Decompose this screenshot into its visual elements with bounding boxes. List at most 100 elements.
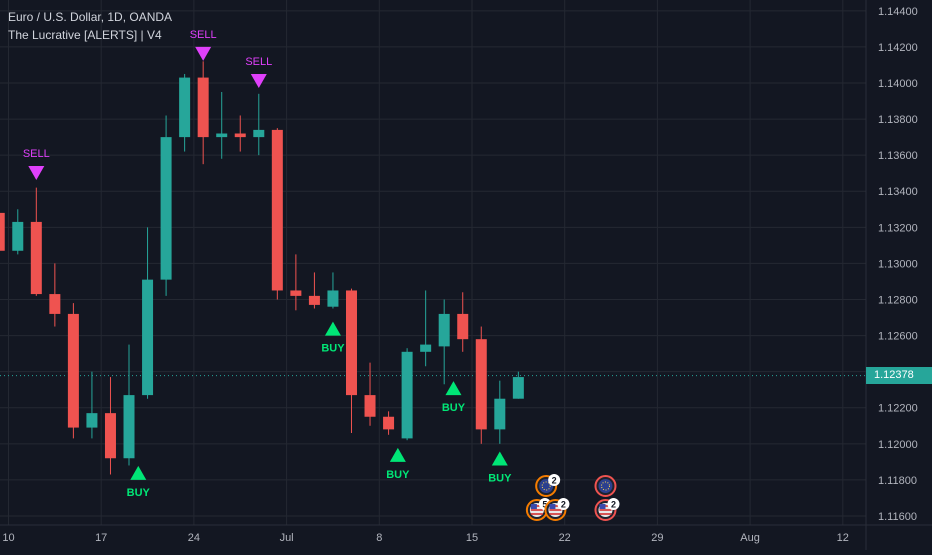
candle-body	[494, 398, 506, 430]
x-tick-label: 8	[376, 532, 382, 544]
candle-body	[0, 212, 5, 251]
us-stripe	[530, 509, 543, 511]
eu-flag-icon	[598, 479, 613, 493]
candle-down	[30, 187, 42, 296]
candle-body	[420, 344, 432, 352]
candle-body	[216, 133, 228, 138]
buy-signal: BUY	[386, 447, 410, 481]
candle-up	[179, 73, 191, 152]
event-marker[interactable]	[594, 475, 617, 497]
us-canton	[599, 504, 606, 509]
buy-arrow-icon	[130, 465, 147, 480]
event-badge-count: 5	[542, 500, 547, 510]
candle-body	[104, 413, 116, 459]
x-tick-label: Jul	[280, 532, 294, 544]
candle-body	[123, 395, 135, 459]
candle-down	[290, 254, 302, 311]
candle-body	[308, 295, 320, 305]
candle-body	[30, 221, 42, 295]
last-price-label: 1.12378	[866, 367, 932, 385]
us-stripe	[549, 513, 562, 515]
candle-body	[327, 290, 339, 307]
sell-arrow-icon	[195, 46, 212, 61]
candle-down	[67, 303, 79, 439]
y-tick-label: 1.14000	[878, 78, 918, 90]
sell-label: SELL	[23, 148, 50, 160]
eu-stars	[541, 481, 551, 491]
economic-events: 2 5 2 2	[525, 474, 620, 521]
candle-down	[271, 128, 283, 300]
candle-up	[123, 344, 135, 466]
candle-down	[0, 212, 5, 251]
event-marker[interactable]: 2	[535, 474, 561, 497]
candle-body	[234, 133, 246, 138]
buy-signal: BUY	[321, 321, 345, 355]
candle-up	[253, 93, 265, 156]
y-tick-label: 1.14400	[878, 6, 918, 18]
y-tick-label: 1.13600	[878, 150, 918, 162]
buy-label: BUY	[321, 343, 345, 355]
candle-down	[475, 326, 487, 444]
candle-body	[438, 313, 450, 347]
candle-down	[345, 288, 357, 433]
candle-down	[308, 272, 320, 309]
candle-up	[512, 371, 524, 399]
y-tick-label: 1.12000	[878, 439, 918, 451]
event-badge-count: 2	[552, 476, 557, 486]
sell-label: SELL	[190, 29, 217, 41]
candle-up	[12, 209, 24, 255]
event-marker[interactable]: 5	[525, 498, 551, 521]
us-canton	[549, 504, 556, 509]
candle-body	[142, 279, 154, 396]
candle-body	[271, 129, 283, 291]
signals: SELL SELL SELL BUY BUY BUY BUY BUY	[23, 29, 512, 499]
x-tick-label: 24	[188, 532, 200, 544]
x-tick-label: 15	[466, 532, 478, 544]
buy-label: BUY	[442, 402, 466, 414]
sell-arrow-icon	[28, 165, 45, 180]
x-tick-label: 22	[559, 532, 571, 544]
buy-arrow-icon	[445, 381, 462, 396]
candle-down	[197, 61, 209, 165]
candle-body	[475, 339, 487, 430]
buy-signal: BUY	[442, 381, 466, 414]
candle-up	[438, 299, 450, 385]
sell-signal: SELL	[190, 29, 217, 61]
event-badge-count: 2	[561, 500, 566, 510]
candle-body	[67, 313, 79, 428]
candle-body	[197, 77, 209, 138]
candle-up	[142, 227, 154, 399]
candle-body	[12, 221, 24, 251]
event-marker[interactable]: 2	[594, 498, 620, 521]
indicator-title[interactable]: The Lucrative [ALERTS] | V4	[8, 28, 162, 42]
sell-signal: SELL	[23, 148, 50, 180]
candle-body	[179, 77, 191, 138]
candle-up	[86, 371, 98, 439]
y-tick-label: 1.12200	[878, 403, 918, 415]
symbol-title[interactable]: Euro / U.S. Dollar, 1D, OANDA	[8, 10, 173, 24]
candle-down	[364, 362, 376, 426]
candle-body	[364, 395, 376, 417]
candle-down	[383, 411, 395, 435]
event-badge-count: 2	[611, 500, 616, 510]
candle-down	[104, 377, 116, 475]
candles	[0, 61, 524, 475]
y-tick-label: 1.12800	[878, 294, 918, 306]
y-tick-label: 1.13400	[878, 186, 918, 198]
y-tick-label: 1.13200	[878, 222, 918, 234]
candle-up	[494, 380, 506, 444]
candle-up	[420, 290, 432, 367]
candle-down	[234, 115, 246, 152]
buy-label: BUY	[488, 472, 512, 484]
event-marker[interactable]: 2	[544, 498, 570, 521]
candle-up	[327, 272, 339, 309]
candle-body	[49, 294, 61, 314]
candle-body	[345, 290, 357, 396]
candle-up	[216, 92, 228, 159]
x-tick-label: Aug	[740, 532, 760, 544]
y-tick-label: 1.11800	[878, 475, 917, 487]
candle-down	[49, 263, 61, 327]
x-tick-label: 10	[2, 532, 14, 544]
